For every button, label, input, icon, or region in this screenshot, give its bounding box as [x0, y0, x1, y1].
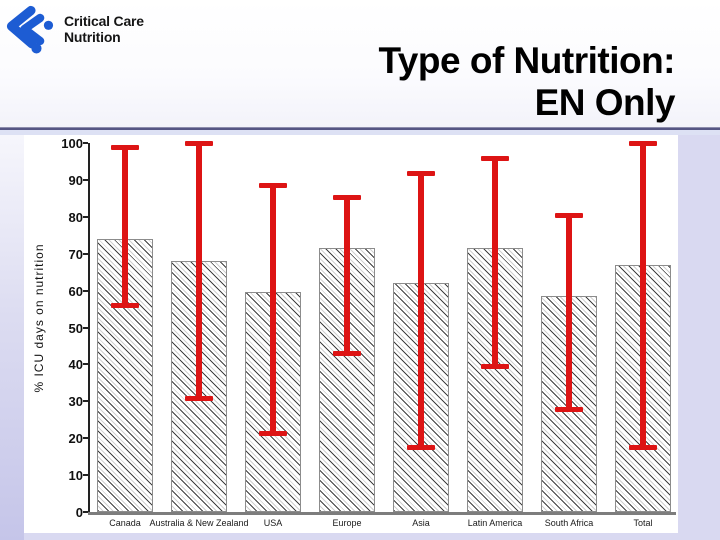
error-bar-line — [270, 185, 276, 433]
slide-title-line1: Type of Nutrition: — [378, 40, 675, 81]
error-bar-top-cap — [629, 141, 657, 146]
y-tick-label: 100 — [61, 136, 83, 151]
critical-care-logo: Critical Care Nutrition — [6, 4, 144, 54]
y-axis-tick — [83, 142, 88, 144]
critical-care-logo-icon — [6, 5, 54, 54]
error-bar-top-cap — [407, 170, 435, 176]
y-axis-tick — [83, 474, 88, 477]
error-bar-top-cap — [111, 144, 139, 150]
error-bar-line — [492, 157, 498, 367]
y-axis-tick — [83, 363, 88, 366]
y-axis-tick — [83, 289, 88, 292]
error-bar-line — [122, 146, 128, 306]
y-tick-label: 60 — [68, 283, 83, 299]
x-tick-label: Total — [633, 518, 653, 528]
y-axis-tick — [83, 252, 88, 255]
x-axis-line — [88, 512, 676, 515]
error-bar-bottom-cap — [259, 430, 287, 436]
y-axis-tick — [83, 400, 88, 403]
left-gradient-strip — [0, 135, 24, 540]
y-tick-label: 20 — [68, 431, 83, 447]
y-axis-tick — [83, 511, 88, 513]
error-bar-line — [418, 172, 424, 448]
y-tick-label: 80 — [68, 209, 83, 225]
error-bar-line — [344, 196, 350, 354]
y-axis-line — [88, 143, 90, 515]
error-bar-top-cap — [333, 194, 361, 200]
y-axis-tick — [83, 437, 88, 440]
x-tick-label: Latin America — [467, 518, 523, 528]
y-axis-title: % ICU days on nutrition — [32, 243, 46, 393]
y-tick-label: 30 — [68, 394, 83, 410]
x-tick-label: Australia & New Zealand — [149, 518, 249, 528]
error-bar-line — [566, 214, 572, 409]
error-bar-bottom-cap — [111, 303, 139, 309]
error-bar-bottom-cap — [629, 445, 657, 451]
y-axis-tick — [83, 326, 88, 329]
x-tick-label: Canada — [109, 518, 141, 528]
x-tick-label: USA — [263, 518, 283, 528]
error-bar-bottom-cap — [555, 406, 583, 412]
x-tick-label: South Africa — [544, 518, 594, 528]
bar-europe — [319, 248, 375, 512]
error-bar-top-cap — [481, 155, 509, 161]
y-axis-tick — [83, 215, 88, 218]
title-underline-rule — [0, 127, 720, 135]
error-bar-top-cap — [259, 183, 287, 189]
bar-chart: % ICU days on nutrition 0 10 20 30 40 50 60 70 8… — [25, 132, 678, 533]
y-tick-label: 0 — [75, 505, 83, 520]
x-tick-label: Europe — [332, 518, 362, 528]
y-tick-label: 50 — [68, 320, 83, 336]
slide-title-line2: EN Only — [534, 82, 676, 123]
error-bar-top-cap — [555, 212, 583, 218]
brand-line1: Critical Care — [64, 13, 144, 29]
error-bar-bottom-cap — [185, 395, 213, 401]
error-bar-bottom-cap — [407, 445, 435, 451]
y-tick-label: 90 — [68, 172, 83, 188]
slide-title: Type of Nutrition: EN Only — [378, 40, 675, 124]
x-tick-label: Asia — [412, 518, 430, 528]
y-tick-label: 10 — [68, 468, 83, 484]
error-bar-bottom-cap — [481, 364, 509, 370]
y-tick-label: 40 — [68, 357, 83, 373]
bar-total — [615, 264, 671, 512]
y-axis-tick — [83, 178, 88, 181]
brand-text: Critical Care Nutrition — [64, 13, 144, 45]
error-bar-line — [640, 143, 646, 448]
brand-line2: Nutrition — [64, 29, 121, 45]
error-bar-bottom-cap — [333, 351, 361, 357]
error-bar-line — [196, 143, 202, 398]
error-bar-top-cap — [185, 141, 213, 146]
header-band — [0, 0, 720, 127]
y-tick-label: 70 — [68, 246, 83, 262]
